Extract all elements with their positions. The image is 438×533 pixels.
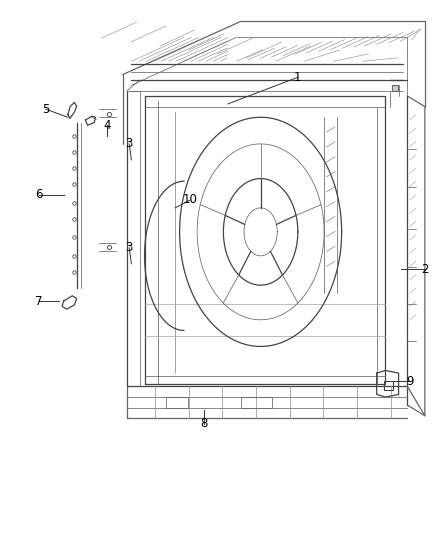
Text: 10: 10 <box>183 193 198 206</box>
Text: 5: 5 <box>42 103 49 116</box>
Text: 7: 7 <box>35 295 42 308</box>
Text: 6: 6 <box>35 188 42 201</box>
Text: 1: 1 <box>294 71 302 84</box>
Text: 3: 3 <box>126 241 133 254</box>
Text: 2: 2 <box>421 263 429 276</box>
Text: 3: 3 <box>126 138 133 150</box>
Text: 4: 4 <box>103 119 111 132</box>
Text: 9: 9 <box>406 375 413 387</box>
Text: 8: 8 <box>200 417 207 430</box>
